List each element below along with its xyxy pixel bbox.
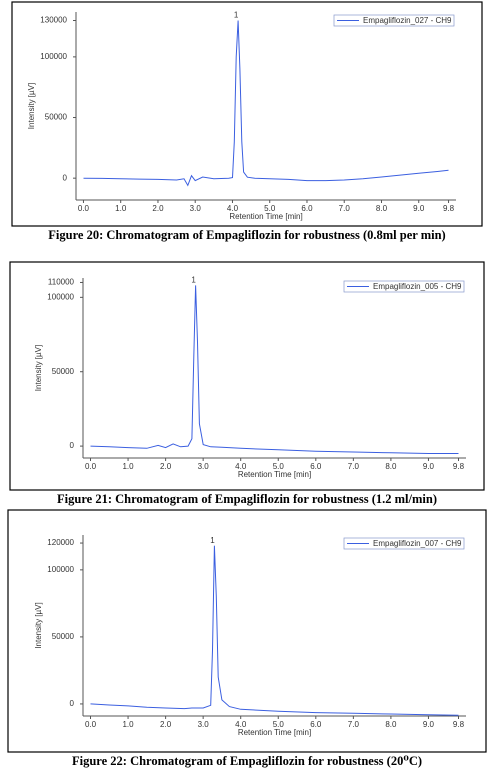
x-tick-label: 2.0 xyxy=(160,720,172,729)
x-tick-label: 6.0 xyxy=(310,462,322,471)
y-tick-label: 100000 xyxy=(40,52,67,61)
figure-caption: Figure 20: Chromatogram of Empagliflozin… xyxy=(48,228,445,242)
y-tick-label: 110000 xyxy=(48,278,75,287)
x-tick-label: 5.0 xyxy=(273,462,285,471)
y-axis-label: Intensity [µV] xyxy=(34,345,43,391)
legend-label: Empagliflozin_027 - CH9 xyxy=(363,16,452,25)
y-tick-label: 0 xyxy=(70,441,75,450)
x-axis-label: Retention Time [min] xyxy=(229,212,302,221)
x-tick-label: 6.0 xyxy=(301,204,313,213)
peak-label: 1 xyxy=(210,536,215,545)
y-tick-label: 130000 xyxy=(40,16,67,25)
x-tick-label: 9.8 xyxy=(453,720,465,729)
y-tick-label: 100000 xyxy=(47,292,74,301)
x-axis-label: Retention Time [min] xyxy=(238,470,311,479)
x-tick-label: 4.0 xyxy=(235,720,247,729)
y-tick-label: 50000 xyxy=(52,632,75,641)
legend-box xyxy=(333,14,455,27)
x-tick-label: 8.0 xyxy=(376,204,388,213)
x-tick-label: 9.8 xyxy=(443,204,455,213)
y-tick-label: 120000 xyxy=(47,538,74,547)
y-tick-label: 0 xyxy=(70,699,75,708)
y-tick-label: 100000 xyxy=(47,565,74,574)
trace-line xyxy=(83,20,449,187)
figure-frame xyxy=(7,509,487,753)
figure-frame xyxy=(11,1,483,227)
x-tick-label: 1.0 xyxy=(122,720,134,729)
trace-line xyxy=(90,545,459,716)
x-tick-label: 9.0 xyxy=(423,720,435,729)
x-tick-label: 6.0 xyxy=(310,720,322,729)
x-tick-label: 2.0 xyxy=(152,204,164,213)
legend-box xyxy=(343,280,465,293)
x-tick-label: 0.0 xyxy=(85,720,97,729)
y-axis-label: Intensity [µV] xyxy=(27,83,36,129)
x-tick-label: 5.0 xyxy=(273,720,285,729)
figure-frame xyxy=(9,261,485,491)
y-axis-label: Intensity [µV] xyxy=(34,602,43,648)
peak-label: 1 xyxy=(191,276,196,285)
x-tick-label: 1.0 xyxy=(122,462,134,471)
x-tick-label: 4.0 xyxy=(227,204,239,213)
x-tick-label: 7.0 xyxy=(348,720,360,729)
x-tick-label: 8.0 xyxy=(385,462,397,471)
x-tick-label: 0.0 xyxy=(85,462,97,471)
legend-box xyxy=(343,537,465,550)
x-tick-label: 4.0 xyxy=(235,462,247,471)
figure-caption: Figure 22: Chromatogram of Empagliflozin… xyxy=(72,754,422,768)
x-tick-label: 7.0 xyxy=(348,462,360,471)
x-tick-label: 1.0 xyxy=(115,204,127,213)
x-tick-label: 9.8 xyxy=(453,462,465,471)
x-tick-label: 9.0 xyxy=(413,204,425,213)
trace-line xyxy=(90,285,459,454)
x-tick-label: 9.0 xyxy=(423,462,435,471)
y-tick-label: 50000 xyxy=(45,113,68,122)
x-axis-label: Retention Time [min] xyxy=(238,728,311,737)
legend-label: Empagliflozin_005 - CH9 xyxy=(373,282,462,291)
x-tick-label: 3.0 xyxy=(198,720,210,729)
x-tick-label: 2.0 xyxy=(160,462,172,471)
figure-caption: Figure 21: Chromatogram of Empagliflozin… xyxy=(57,492,437,506)
legend-label: Empagliflozin_007 - CH9 xyxy=(373,539,462,548)
x-tick-label: 3.0 xyxy=(190,204,202,213)
y-tick-label: 50000 xyxy=(52,367,75,376)
x-tick-label: 3.0 xyxy=(198,462,210,471)
x-tick-label: 5.0 xyxy=(264,204,276,213)
peak-label: 1 xyxy=(234,11,239,20)
x-tick-label: 0.0 xyxy=(78,204,90,213)
x-tick-label: 8.0 xyxy=(385,720,397,729)
y-tick-label: 0 xyxy=(63,173,68,182)
x-tick-label: 7.0 xyxy=(339,204,351,213)
